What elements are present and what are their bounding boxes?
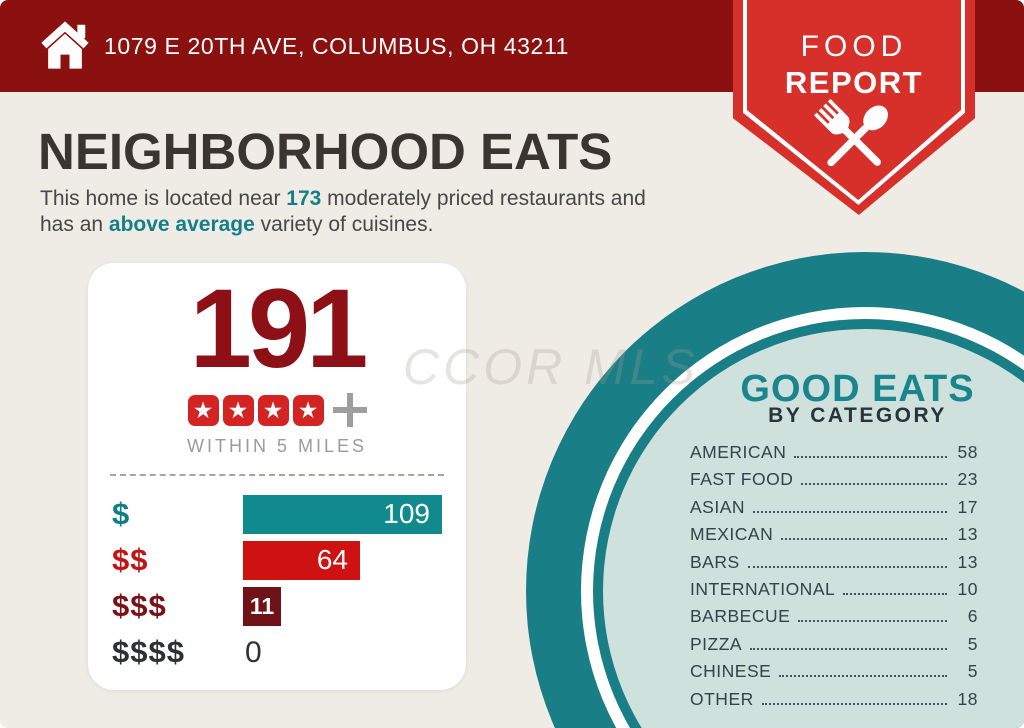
category-label: OTHER (690, 688, 754, 709)
category-value: 10 (957, 578, 978, 599)
category-value: 6 (967, 606, 978, 627)
category-label: BARS (690, 551, 740, 572)
category-label: ASIAN (690, 496, 746, 517)
dotted-leader (761, 702, 947, 705)
dotted-leader (843, 592, 947, 595)
category-row: MEXICAN 13 (690, 524, 978, 551)
dotted-leader (753, 510, 947, 513)
dotted-leader (779, 675, 947, 678)
subtitle-line1-pre: This home is located near (40, 187, 287, 210)
dotted-leader (750, 647, 947, 650)
bar-track: 0 (243, 633, 443, 672)
category-row: BARBECUE 6 (690, 606, 978, 633)
badge-title-report: REPORT (784, 65, 924, 100)
home-icon (38, 17, 92, 73)
category-label: PIZZA (690, 633, 743, 654)
price-tier-row: $$$$ 0 (88, 629, 466, 675)
category-row: BARS 13 (690, 552, 978, 579)
badge-title-food: FOOD (800, 30, 908, 63)
category-label: MEXICAN (690, 524, 774, 545)
category-value: 17 (957, 496, 978, 517)
category-value: 18 (957, 688, 978, 709)
category-row: OTHER 18 (690, 689, 978, 716)
restaurant-total: 191 (189, 266, 369, 391)
price-tier-label: $$ (112, 542, 149, 577)
category-value: 13 (957, 551, 978, 572)
plus-icon (332, 393, 367, 427)
category-value: 5 (967, 661, 978, 682)
category-label: CHINESE (690, 661, 772, 682)
subtitle-line2-pre: has an (40, 213, 109, 236)
zero-value: 0 (245, 635, 262, 669)
category-row: ASIAN 17 (690, 497, 978, 524)
price-tier-row: $109 (88, 491, 466, 537)
dotted-leader (798, 620, 947, 623)
price-tier-bar: 109 (243, 494, 442, 534)
food-report-badge: FOOD REPORT (733, 0, 975, 215)
bar-track: 109 (243, 494, 443, 534)
fork-spoon-icon (796, 96, 912, 184)
price-tier-label: $$$$ (112, 634, 185, 669)
category-value: 5 (967, 633, 978, 654)
dotted-leader (781, 538, 947, 541)
price-tier-row: $$ 64 (88, 537, 466, 583)
star-icon: ★ (222, 394, 254, 426)
good-eats-subtitle: BY CATEGORY (768, 404, 947, 427)
category-row: PIZZA 5 (690, 634, 978, 661)
summary-card: 191 ★ ★ ★ ★ WITHIN 5 MILES $109 $$ 64 $$$ 11 $$$… (88, 263, 466, 690)
rating-row: ★ ★ ★ ★ (88, 393, 466, 427)
category-value: 23 (957, 469, 978, 490)
dashed-divider (110, 474, 444, 476)
above-average-highlight: above average (108, 213, 255, 236)
radius-label: WITHIN 5 MILES (186, 436, 367, 456)
price-tier-bar: 11 (243, 586, 281, 626)
price-bar-chart: $109 $$ 64 $$$ 11 $$$$ 0 (88, 491, 466, 675)
category-value: 13 (957, 524, 978, 545)
category-row: AMERICAN 58 (690, 442, 978, 469)
category-label: AMERICAN (690, 442, 787, 462)
category-value: 58 (957, 442, 978, 462)
bar-track: 64 (243, 540, 443, 580)
price-tier-label: $ (112, 496, 131, 531)
bar-track: 11 (243, 586, 443, 626)
dotted-leader (747, 565, 947, 568)
subtitle-line1-post: moderately priced restaurants and (321, 187, 646, 210)
category-list: AMERICAN 58 FAST FOOD 23 ASIAN 17 MEXICAN 13 BAR… (690, 442, 978, 716)
category-row: INTERNATIONAL 10 (690, 579, 978, 606)
price-tier-row: $$$ 11 (88, 583, 466, 629)
price-tier-label: $$$ (112, 588, 167, 623)
restaurant-count-highlight: 173 (286, 187, 322, 210)
subtitle-text: This home is located near 173 moderately… (40, 186, 646, 238)
star-icon: ★ (187, 394, 219, 426)
category-label: FAST FOOD (690, 469, 794, 490)
category-label: INTERNATIONAL (690, 578, 836, 599)
price-tier-bar: 64 (243, 540, 360, 580)
page-title: NEIGHBORHOOD EATS (38, 123, 613, 180)
category-row: CHINESE 5 (690, 661, 978, 688)
stars-row: ★ ★ ★ ★ (187, 394, 324, 426)
star-icon: ★ (292, 394, 324, 426)
dotted-leader (794, 456, 947, 458)
address-text: 1079 E 20TH AVE, COLUMBUS, OH 43211 (104, 32, 570, 59)
subtitle-line2-post: variety of cuisines. (254, 213, 434, 236)
star-icon: ★ (257, 394, 289, 426)
category-row: FAST FOOD 23 (690, 469, 978, 496)
dotted-leader (801, 483, 947, 486)
category-label: BARBECUE (690, 606, 791, 627)
good-eats-title: GOOD EATS (740, 368, 975, 410)
